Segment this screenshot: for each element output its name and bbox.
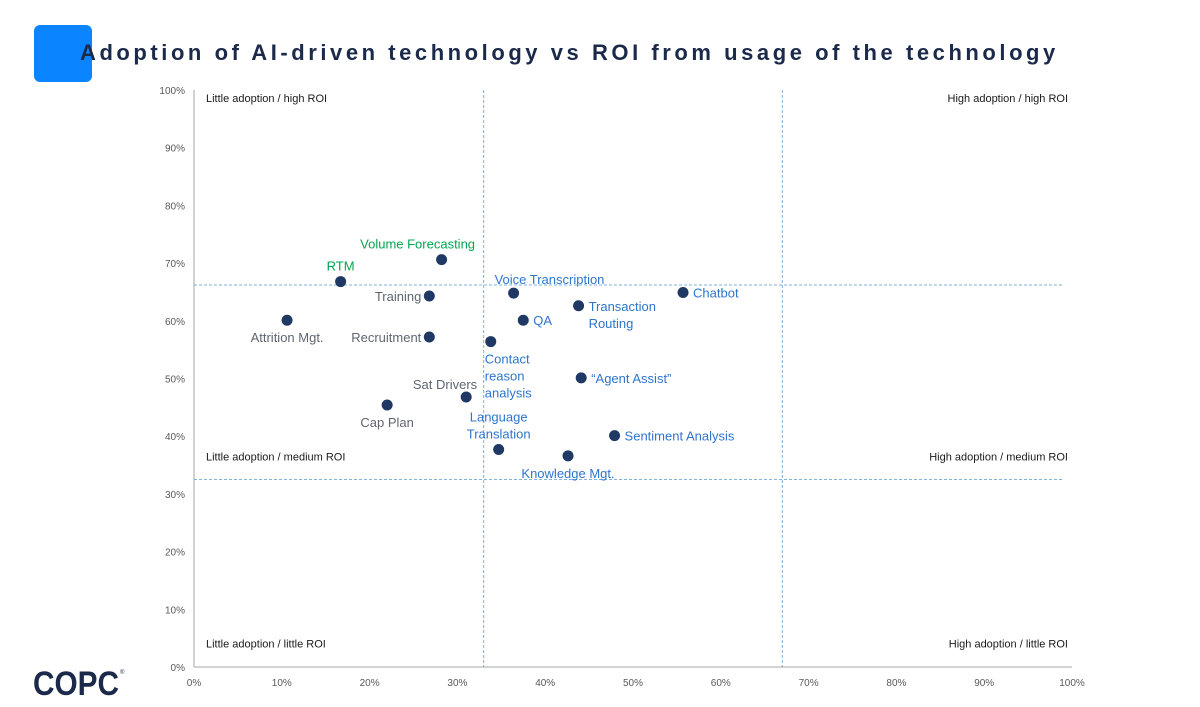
x-tick-label: 80%	[886, 678, 906, 689]
data-label: Training	[375, 289, 421, 304]
data-point	[423, 331, 435, 343]
data-label: QA	[533, 313, 552, 328]
y-tick-label: 80%	[165, 201, 185, 212]
data-point	[562, 450, 574, 462]
y-tick-label: 20%	[165, 548, 185, 559]
x-tick-label: 60%	[711, 678, 731, 689]
data-label: RTM	[327, 259, 355, 274]
y-tick-label: 100%	[159, 86, 185, 97]
data-label: analysis	[485, 386, 532, 401]
y-tick-label: 70%	[165, 259, 185, 270]
x-tick-label: 10%	[272, 678, 292, 689]
data-label: Sentiment Analysis	[625, 429, 735, 444]
copc-logo: COPC ®	[33, 665, 125, 698]
x-tick-label: 30%	[447, 678, 467, 689]
data-point	[335, 276, 347, 288]
data-point	[423, 290, 435, 302]
data-point	[517, 314, 529, 326]
data-label: Volume Forecasting	[360, 237, 475, 252]
quadrant-label: Little adoption / high ROI	[206, 93, 327, 105]
data-label: Translation	[467, 426, 531, 441]
x-tick-label: 100%	[1059, 678, 1085, 689]
data-label: reason	[485, 369, 525, 384]
data-label: “Agent Assist”	[591, 371, 671, 386]
data-point	[609, 430, 621, 442]
x-tick-label: 50%	[623, 678, 643, 689]
quadrant-label: High adoption / little ROI	[949, 639, 1068, 651]
data-label: Sat Drivers	[413, 377, 478, 392]
page-title: Adoption of AI-driven technology vs ROI …	[80, 40, 1059, 65]
data-label: Routing	[589, 316, 634, 331]
data-point	[508, 287, 520, 299]
x-tick-label: 70%	[799, 678, 819, 689]
data-point	[575, 372, 587, 384]
data-label: Language	[470, 409, 528, 424]
accent-block	[34, 25, 92, 82]
data-point	[677, 287, 689, 299]
y-tick-label: 50%	[165, 375, 185, 386]
x-tick-label: 0%	[187, 678, 202, 689]
x-tick-label: 20%	[360, 678, 380, 689]
data-point	[381, 399, 393, 411]
data-label: Recruitment	[351, 330, 421, 345]
data-point	[493, 443, 505, 455]
quadrant-label: Little adoption / little ROI	[206, 639, 326, 651]
data-point	[436, 254, 448, 266]
y-tick-label: 60%	[165, 317, 185, 328]
data-label: Knowledge Mgt.	[521, 466, 614, 481]
data-label: Transaction	[589, 299, 656, 314]
data-label: Voice Transcription	[495, 272, 605, 287]
data-point	[485, 336, 497, 348]
y-tick-label: 30%	[165, 490, 185, 501]
quadrant-label: High adoption / medium ROI	[929, 451, 1068, 463]
data-label: Cap Plan	[360, 415, 413, 430]
data-point	[573, 300, 585, 312]
data-point	[460, 391, 472, 403]
svg-text:COPC: COPC	[33, 665, 119, 698]
data-label: Attrition Mgt.	[251, 330, 324, 345]
y-tick-label: 0%	[171, 663, 186, 674]
data-point	[281, 314, 293, 326]
x-tick-label: 40%	[535, 678, 555, 689]
y-tick-label: 10%	[165, 605, 185, 616]
x-tick-label: 90%	[974, 678, 994, 689]
y-tick-label: 40%	[165, 432, 185, 443]
data-label: Contact	[485, 352, 530, 367]
quadrant-label: High adoption / high ROI	[948, 93, 1068, 105]
quadrant-label: Little adoption / medium ROI	[206, 451, 345, 463]
svg-text:®: ®	[120, 669, 125, 676]
y-tick-label: 90%	[165, 144, 185, 155]
data-label: Chatbot	[693, 286, 739, 301]
